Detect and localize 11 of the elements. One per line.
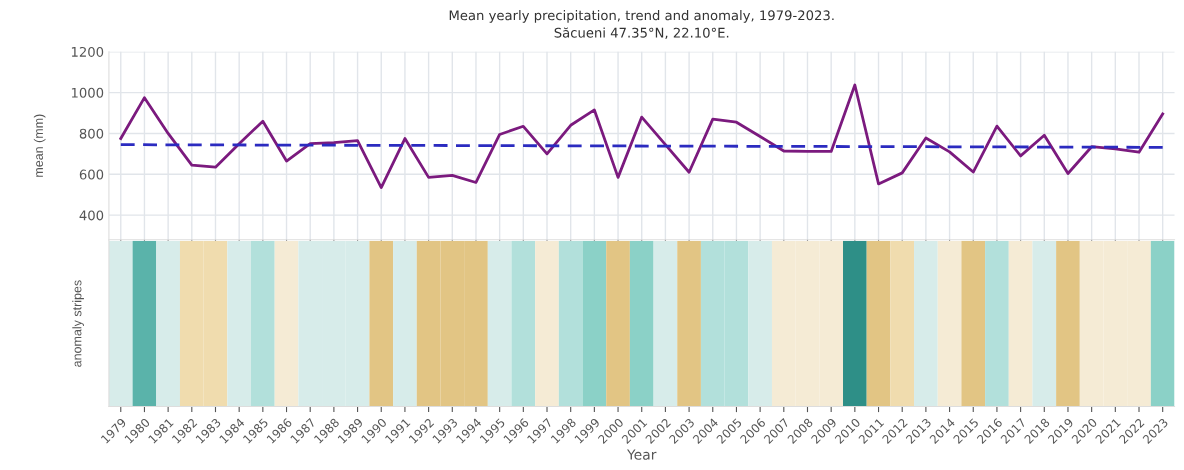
chart-title: Mean yearly precipitation, trend and anomaly, 1979-2023. — [449, 10, 834, 23]
y-tick-label: 1000 — [71, 87, 104, 98]
y-tick-label: 600 — [79, 169, 104, 180]
y-axis-title: anomaly stripes — [72, 280, 84, 367]
chart-subtitle: Săcueni 47.35°N, 22.10°E. — [554, 27, 729, 40]
line-series — [119, 83, 1165, 189]
y-tick-label: 800 — [79, 128, 104, 139]
y-tick-label: 400 — [79, 210, 104, 221]
y-tick-label: 1200 — [71, 46, 104, 57]
y-axis-title: mean (mm) — [33, 114, 46, 177]
x-axis-title: Year — [626, 449, 657, 460]
